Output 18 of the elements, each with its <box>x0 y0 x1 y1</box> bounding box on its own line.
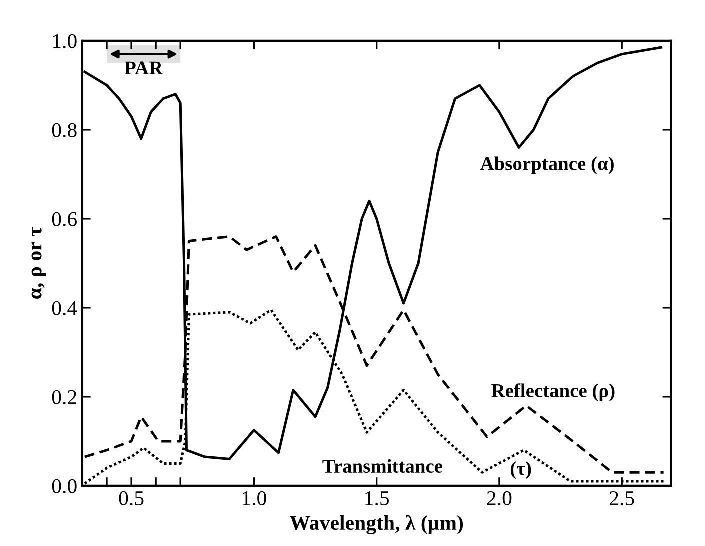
x-tick-label: 2.5 <box>610 491 634 506</box>
y-tick-label: 0.8 <box>52 123 77 138</box>
x-tick-label: 2.0 <box>487 491 512 506</box>
y-tick-label: 0.4 <box>52 301 78 316</box>
y-tick-label: 1.0 <box>53 34 77 48</box>
annotation: Absorptance (α) <box>480 156 614 174</box>
annotation: Transmittance <box>322 459 443 474</box>
y-tick-label: 0.0 <box>52 479 77 494</box>
x-tick-label: 1.0 <box>242 491 266 506</box>
x-tick-label: 0.5 <box>119 491 144 506</box>
annotation: Reflectance (ρ) <box>492 384 615 402</box>
x-tick-label: 1.5 <box>366 492 390 506</box>
annotation: (τ) <box>510 462 532 480</box>
y-tick-label: 0.2 <box>52 390 76 404</box>
y-axis-title: α, ρ or τ <box>32 227 46 299</box>
band-label: PAR <box>124 62 164 75</box>
x-axis-title: Wavelength, λ (μm) <box>290 515 464 535</box>
y-tick-label: 0.6 <box>52 212 77 226</box>
